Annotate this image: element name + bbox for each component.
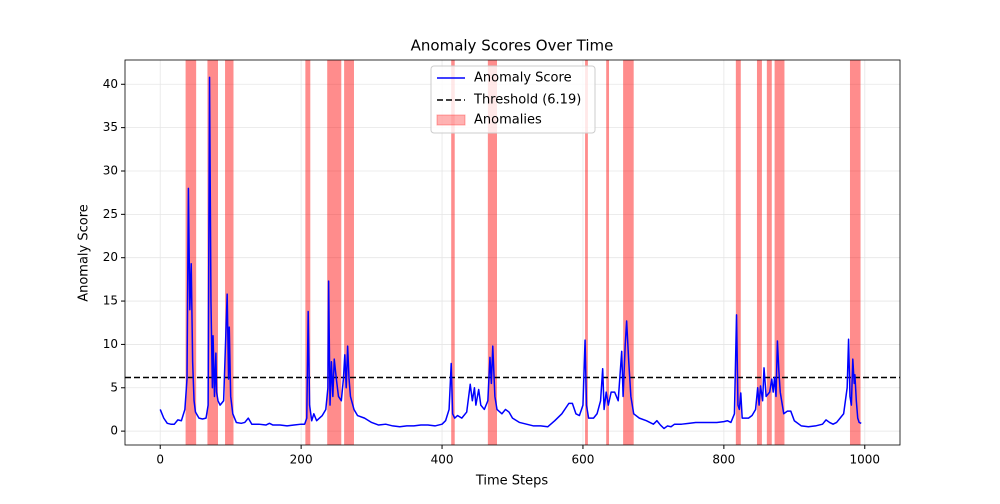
x-tick-label: 0 — [156, 453, 164, 467]
legend-label: Anomalies — [474, 113, 542, 128]
chart-title: Anomaly Scores Over Time — [411, 37, 614, 55]
score-line — [159, 76, 862, 430]
plot-frame — [124, 59, 901, 446]
y-tick-label: 40 — [103, 77, 118, 91]
anomaly-region — [774, 60, 785, 445]
y-tick-label: 35 — [103, 120, 118, 134]
anomaly-region — [606, 60, 610, 445]
y-axis-label: Anomaly Score — [77, 204, 92, 302]
y-tick-label: 15 — [103, 294, 118, 308]
x-tick-label: 800 — [712, 453, 735, 467]
legend-label: Threshold (6.19) — [473, 93, 581, 108]
anomaly-region — [207, 60, 218, 445]
x-tick-label: 400 — [431, 453, 454, 467]
legend-label: Anomaly Score — [474, 71, 572, 86]
y-tick-label: 5 — [110, 380, 118, 394]
legend-swatch — [436, 114, 466, 126]
x-tick-label: 1000 — [849, 453, 880, 467]
x-axis-label: Time Steps — [475, 474, 549, 489]
anomaly-region — [344, 60, 354, 445]
anomaly-region — [849, 60, 861, 445]
x-tick-label: 600 — [572, 453, 595, 467]
y-tick-label: 20 — [103, 250, 118, 264]
anomaly-region — [487, 60, 497, 445]
anomaly-region — [327, 60, 342, 445]
y-tick-label: 0 — [110, 424, 118, 438]
y-tick-label: 30 — [103, 163, 118, 177]
anomaly-region — [623, 60, 634, 445]
anomaly-region — [766, 60, 772, 445]
anomaly-region — [735, 60, 741, 445]
anomaly-region — [305, 60, 311, 445]
legend-box — [430, 65, 596, 134]
y-tick-label: 10 — [103, 337, 118, 351]
x-tick-label: 200 — [290, 453, 313, 467]
y-tick-label: 25 — [103, 207, 118, 221]
anomaly-region — [756, 60, 762, 445]
anomaly-region — [185, 60, 197, 445]
anomaly-region — [451, 60, 455, 445]
anomaly-region — [225, 60, 234, 445]
anomaly-region — [585, 60, 588, 445]
